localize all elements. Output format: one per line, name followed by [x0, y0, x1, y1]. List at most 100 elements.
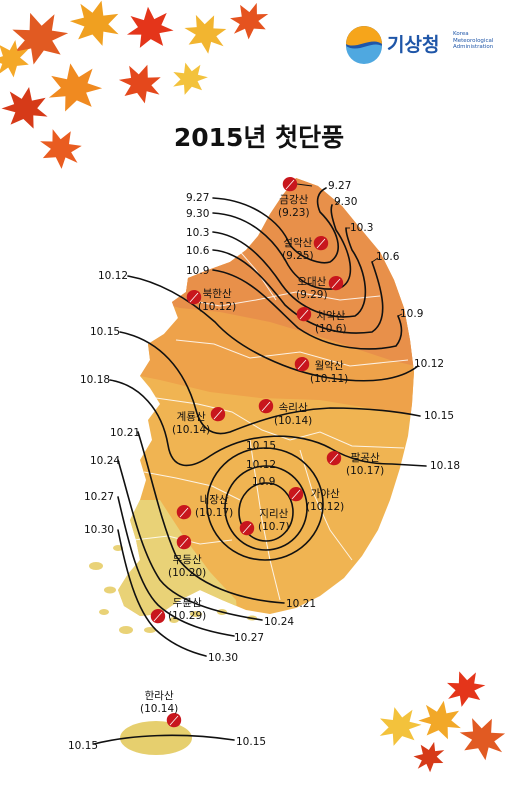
maple-leaf-marker-icon [210, 407, 226, 422]
isoline-label: 10.15 [246, 440, 277, 452]
mountain-label-geumgang: 금강산 (9.23) [278, 194, 310, 219]
mountain-name: 지리산 [259, 508, 289, 520]
maple-leaf-marker-icon [186, 290, 202, 305]
maple-leaf-marker-icon [150, 609, 166, 624]
isoline-label: 10.27 [84, 491, 115, 503]
mountain-name: 북한산 [202, 288, 232, 300]
mountain-name: 무등산 [172, 554, 202, 566]
kma-logo: 기상청 Korea Meteorological Administration [343, 22, 503, 64]
isoline-label: 10.15 [236, 736, 267, 748]
mountain-name: 팔공산 [350, 452, 380, 464]
mountain-label-gyeryong: 계룡산 (10.14) [172, 411, 210, 436]
isoline-label: 10.15 [90, 326, 121, 338]
mountain-date: (10.11) [310, 372, 349, 385]
mountain-name: 금강산 [279, 194, 309, 206]
maple-leaves-decoration-top [0, 0, 269, 169]
mountain-date: (10.14) [274, 414, 313, 427]
mountain-date: (10.7) [258, 520, 290, 533]
mountain-date: (10.14) [172, 423, 211, 436]
isoline-label: 10.30 [84, 524, 115, 536]
isoline-label: 9.27 [328, 180, 352, 192]
isoline-label: 10.21 [110, 427, 141, 439]
maple-leaves-decoration-bottom [379, 671, 506, 773]
mountain-date: (9.29) [296, 288, 328, 301]
mountain-date: (10.12) [306, 500, 345, 513]
maple-leaf-marker-icon [166, 713, 182, 728]
mountain-date: (10.14) [140, 702, 179, 715]
isoline-10-18 [109, 379, 427, 467]
isoline-10-9 [212, 269, 403, 350]
isoline-label: 10.27 [234, 632, 265, 644]
maple-leaf-marker-icon [313, 236, 329, 251]
mountain-date: (10.17) [346, 464, 385, 477]
mountain-name: 설악산 [283, 237, 313, 249]
isoline-label: 10.6 [186, 245, 210, 257]
maple-leaf-marker-icon [176, 505, 192, 520]
isoline-label: 10.15 [68, 740, 99, 752]
isoline-label: 10.12 [246, 459, 277, 471]
maple-leaf-marker-icon [326, 451, 342, 466]
isoline-label: 10.15 [424, 410, 455, 422]
maple-leaf-marker-icon [239, 521, 255, 536]
isoline-label: 10.3 [186, 227, 210, 239]
mountain-name: 오대산 [297, 276, 327, 288]
isoline-label: 10.24 [90, 455, 121, 467]
isoline-label: 9.30 [334, 196, 358, 208]
isolines [93, 187, 427, 745]
isoline-label: 9.30 [186, 208, 210, 220]
isoline-10-21 [137, 431, 285, 604]
mountain-name: 속리산 [278, 402, 308, 414]
mountain-label-songni: 속리산 (10.14) [274, 402, 312, 427]
mountain-label-seorak: 설악산 (9.25) [282, 237, 314, 262]
kma-emblem-icon [346, 26, 382, 64]
isoline-label: 10.12 [98, 270, 129, 282]
isoline-10-6 [212, 249, 384, 334]
page-title: 2015년 첫단풍 [173, 123, 345, 152]
mountain-name: 두륜산 [172, 597, 202, 609]
jeju-island [120, 721, 192, 755]
isoline-label: 10.12 [414, 358, 445, 370]
mountain-name: 계룡산 [176, 411, 206, 423]
mountain-name: 월악산 [314, 360, 344, 372]
mountain-date: (9.23) [278, 206, 310, 219]
kma-logo-en-3: Administration [453, 44, 494, 50]
maple-leaf-marker-icon [176, 535, 192, 550]
leaf-markers [150, 177, 344, 728]
isoline-10-24 [117, 459, 263, 621]
isoline-10-12 [127, 275, 419, 382]
mountain-label-duryun: 두륜산 (10.29) [168, 597, 206, 622]
mountain-name: 치악산 [316, 310, 346, 322]
maple-leaf-marker-icon [294, 357, 310, 372]
kma-logo-english: Korea Meteorological Administration [453, 31, 503, 51]
mountain-label-odae: 오대산 (9.29) [296, 276, 328, 301]
isoline-label: 10.6 [376, 251, 400, 263]
isoline-9-27 [212, 187, 339, 264]
maple-leaf-marker-icon [282, 177, 298, 192]
kma-logo-en-1: Korea [453, 31, 469, 37]
isoline-label: 10.9 [252, 476, 276, 488]
mountain-label-mudeung: 무등산 (10.20) [168, 554, 206, 579]
leader-lines [296, 183, 403, 317]
isoline-label: 9.27 [186, 192, 210, 204]
mountain-date: (10.17) [195, 506, 234, 519]
mountain-date: (10.12) [198, 300, 237, 313]
isoline-label: 10.18 [430, 460, 461, 472]
maple-leaf-marker-icon [258, 399, 274, 414]
mountain-name: 한라산 [144, 690, 174, 702]
kma-logo-en-2: Meteorological [453, 37, 494, 44]
isoline-label: 10.21 [286, 598, 317, 610]
isoline-10-15 [119, 331, 421, 435]
mountain-name: 가야산 [310, 488, 340, 500]
mountain-name: 내장산 [199, 494, 229, 506]
center-ring-10-12 [224, 465, 308, 551]
mountain-label-chiak: 치악산 (10.6) [315, 310, 347, 335]
isoline-10-27 [117, 496, 235, 637]
center-ring-10-15 [206, 447, 324, 561]
mountain-label-halla: 한라산 (10.14) [140, 690, 178, 715]
mountain-label-gaya: 가야산 (10.12) [306, 488, 344, 513]
mountain-label-naejang: 내장산 (10.17) [195, 494, 233, 519]
mountain-date: (9.25) [282, 249, 314, 262]
maple-leaf-marker-icon [328, 276, 344, 291]
